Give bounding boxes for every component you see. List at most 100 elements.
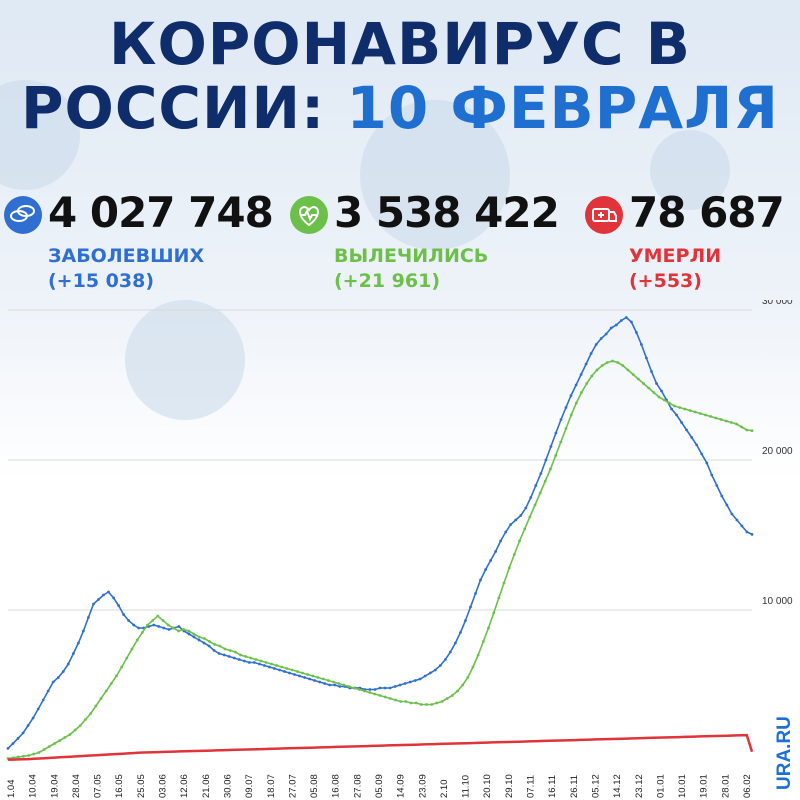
data-point — [705, 461, 709, 465]
data-point — [120, 665, 124, 669]
data-point — [528, 515, 532, 519]
data-point — [202, 637, 206, 640]
data-point — [487, 626, 490, 630]
data-point — [328, 683, 332, 687]
data-point — [363, 689, 366, 693]
data-point — [213, 643, 217, 646]
data-point — [32, 752, 36, 756]
data-point — [298, 674, 301, 678]
x-tick-label: 1.04 — [6, 780, 17, 799]
data-point — [313, 679, 316, 682]
data-point — [192, 632, 196, 636]
data-point — [529, 496, 533, 499]
data-point — [580, 391, 583, 394]
data-point — [21, 731, 25, 735]
data-point — [544, 458, 548, 462]
data-point — [693, 410, 697, 414]
data-point — [710, 473, 714, 477]
data-point — [685, 428, 688, 432]
data-point — [403, 682, 407, 685]
data-point — [514, 518, 518, 522]
data-point — [41, 698, 45, 702]
data-point — [321, 677, 325, 681]
x-tick-label: 29.10 — [504, 774, 515, 798]
line-chart: 10 000 20 000 30 000 1.04 10.04 19.04 28.04 07.… — [6, 300, 793, 799]
data-point — [729, 421, 733, 424]
data-point — [16, 736, 20, 740]
data-point — [673, 404, 676, 408]
data-point — [89, 712, 93, 715]
x-tick-label: 16.11 — [547, 775, 558, 798]
data-point — [549, 467, 552, 471]
data-point — [285, 667, 289, 670]
data-point — [559, 440, 563, 444]
data-point — [140, 631, 144, 634]
data-point — [675, 413, 678, 417]
data-point — [655, 382, 658, 385]
data-point — [476, 653, 480, 657]
data-point — [373, 688, 377, 691]
deaths-count: 78 687 — [629, 188, 785, 237]
data-point — [450, 694, 454, 697]
data-point — [433, 668, 437, 672]
data-point — [642, 382, 645, 385]
data-point — [182, 628, 186, 631]
data-point — [474, 592, 477, 595]
data-point — [635, 331, 638, 334]
data-point — [489, 559, 492, 562]
data-point — [318, 680, 322, 684]
x-tick-label: 05.08 — [309, 774, 320, 798]
data-point — [192, 635, 196, 639]
stat-infected: 4 027 748 ЗАБОЛЕВШИХ (+15 038) — [4, 188, 294, 298]
data-point — [660, 389, 663, 393]
page-title-line1: КОРОНАВИРУС В — [109, 10, 691, 78]
data-point — [162, 626, 166, 630]
x-tick-label: 16.08 — [331, 774, 342, 798]
data-point — [202, 641, 206, 645]
data-point — [212, 649, 216, 652]
data-point — [584, 362, 588, 366]
data-point — [187, 632, 191, 636]
data-point — [590, 374, 594, 378]
data-point — [688, 409, 692, 412]
data-point — [538, 491, 542, 495]
page-title-line2: РОССИИ: 10 ФЕВРАЛЯ — [0, 78, 800, 138]
data-point — [187, 629, 191, 633]
page-title-prefix: РОССИИ: — [21, 74, 326, 142]
data-point — [56, 676, 60, 679]
x-tick-label: 27.08 — [352, 774, 363, 798]
data-point — [720, 494, 724, 498]
data-point — [484, 568, 487, 571]
data-point — [197, 638, 201, 642]
data-point — [270, 662, 273, 666]
data-point — [404, 700, 408, 703]
data-point — [137, 626, 141, 630]
y-tick-label: 30 000 — [762, 300, 793, 307]
data-point — [730, 512, 734, 516]
data-point — [394, 698, 397, 702]
data-point — [156, 614, 160, 618]
x-tick-label: 21.06 — [201, 774, 212, 798]
data-point — [724, 419, 728, 423]
x-tick-label: 19.04 — [49, 774, 60, 798]
data-point — [698, 412, 702, 415]
data-point — [259, 659, 263, 663]
data-point — [745, 530, 749, 534]
data-point — [26, 724, 30, 727]
data-point — [750, 429, 754, 432]
data-point — [249, 656, 253, 660]
data-point — [146, 623, 149, 627]
x-tick-label: 14.09 — [396, 774, 407, 798]
data-point — [342, 683, 346, 687]
data-point — [171, 626, 175, 630]
data-point — [247, 661, 251, 664]
data-point — [564, 427, 568, 430]
data-point — [92, 602, 95, 606]
x-tick-label: 19.01 — [699, 774, 710, 798]
stat-recovered: 3 538 422 ВЫЛЕЧИЛИСЬ (+21 961) — [290, 188, 580, 298]
data-point — [499, 539, 502, 543]
data-point — [464, 619, 467, 622]
x-tick-label: 16.05 — [114, 774, 125, 798]
data-point — [683, 407, 687, 411]
data-point — [428, 671, 432, 675]
